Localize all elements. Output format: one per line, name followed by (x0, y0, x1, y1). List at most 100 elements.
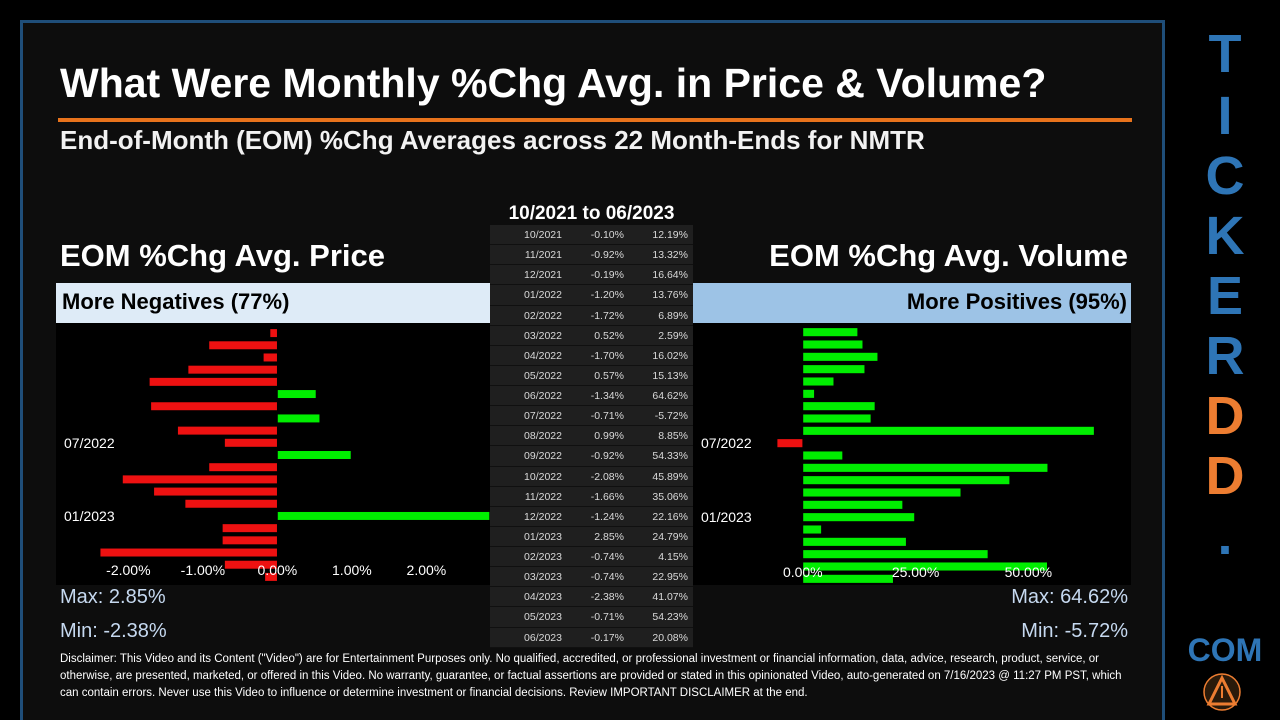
row-volume-chg: 35.06% (652, 490, 688, 503)
row-price-chg: -0.71% (590, 611, 624, 624)
row-volume-chg: 41.07% (652, 591, 688, 604)
bar-01-2023 (276, 511, 490, 521)
brand-logo-icon (1203, 673, 1241, 711)
slide-subtitle: End-of-Month (EOM) %Chg Averages across … (60, 125, 925, 155)
bar-05-2022 (276, 413, 321, 424)
row-price-chg: -0.17% (590, 631, 624, 644)
bar-11-2021 (208, 340, 278, 351)
table-row: 06/2023 -0.17% 20.08% (490, 628, 693, 648)
x-tick-label: -1.00% (181, 562, 225, 578)
table-row: 04/2022 -1.70% 16.02% (490, 346, 693, 366)
row-volume-chg: 16.64% (652, 269, 688, 282)
row-price-chg: -0.71% (590, 410, 624, 423)
bar-06-2022 (177, 425, 278, 436)
bar-10-2021 (802, 327, 859, 338)
bar-02-2023 (802, 524, 822, 535)
table-row: 05/2023 -0.71% 54.23% (490, 607, 693, 628)
table-row: 07/2022 -0.71% -5.72% (490, 406, 693, 427)
row-price-chg: -1.70% (590, 349, 624, 362)
table-row: 12/2022 -1.24% 22.16% (490, 507, 693, 527)
row-date: 02/2022 (524, 309, 562, 322)
row-volume-chg: 2.59% (658, 329, 688, 342)
brand-letter: E (1206, 266, 1244, 326)
bar-07-2022 (224, 438, 278, 448)
table-row: 11/2021 -0.92% 13.32% (490, 245, 693, 266)
monthly-data-table: 10/2021 -0.10% 12.19% 11/2021 -0.92% 13.32% 12… (490, 225, 693, 648)
row-price-chg: -0.74% (590, 551, 624, 563)
table-row: 10/2021 -0.10% 12.19% (490, 225, 693, 246)
x-tick-label: -2.00% (106, 562, 150, 578)
brand-letter: K (1205, 206, 1245, 266)
table-row: 12/2021 -0.19% 16.64% (490, 265, 693, 286)
bar-12-2021 (262, 352, 278, 363)
brand-letter: D (1205, 446, 1245, 506)
bar-05-2023 (224, 559, 278, 570)
row-date: 11/2021 (524, 249, 562, 262)
bar-01-2022 (187, 364, 278, 375)
bar-06-2023 (802, 573, 894, 584)
row-volume-chg: 4.15% (658, 551, 688, 563)
category-label: 01/2023 (64, 508, 115, 524)
price-bar-chart: 07/2022 01/2023 -2.00% -1.00% 0.00% 1.00% 2.00… (56, 323, 490, 585)
row-price-chg: 0.57% (594, 369, 624, 382)
row-date: 01/2022 (524, 289, 562, 302)
x-tick-label: 50.00% (1005, 564, 1052, 580)
row-volume-chg: 24.79% (652, 530, 688, 543)
bar-04-2022 (150, 401, 278, 412)
row-date: 06/2022 (524, 390, 562, 402)
table-row: 01/2023 2.85% 24.79% (490, 527, 693, 547)
row-date: 09/2022 (524, 450, 562, 463)
bar-01-2022 (802, 364, 866, 375)
bar-12-2021 (802, 351, 879, 362)
bar-04-2023 (802, 549, 989, 560)
bar-02-2023 (221, 523, 278, 533)
row-price-chg: -1.66% (590, 490, 624, 503)
row-price-chg: -0.19% (590, 269, 624, 282)
row-volume-chg: 13.32% (652, 249, 688, 262)
brand-letter: R (1205, 326, 1245, 386)
row-date: 03/2023 (524, 571, 562, 584)
bar-10-2021 (269, 328, 278, 338)
row-date: 12/2021 (524, 269, 562, 282)
row-date: 08/2022 (524, 430, 562, 443)
row-price-chg: -2.38% (590, 591, 624, 604)
bar-03-2022 (802, 388, 815, 399)
category-label: 01/2023 (701, 509, 752, 525)
row-price-chg: -1.72% (590, 309, 624, 322)
row-volume-chg: -5.72% (654, 410, 688, 423)
row-date: 06/2023 (524, 631, 562, 644)
table-row: 11/2022 -1.66% 35.06% (490, 487, 693, 507)
table-date-range: 10/2021 to 06/2023 (508, 203, 675, 224)
row-date: 10/2021 (524, 229, 562, 241)
category-label: 07/2022 (701, 435, 752, 451)
volume-bar-chart: 07/2022 01/2023 0.00% 25.00% 50.00% (693, 323, 1131, 585)
table-row: 09/2022 -0.92% 54.33% (490, 446, 693, 467)
table-row: 08/2022 0.99% 8.85% (490, 426, 693, 447)
volume-min-stat: Min: -5.72% (1021, 620, 1128, 642)
row-volume-chg: 12.19% (652, 229, 688, 241)
row-volume-chg: 20.08% (652, 631, 688, 644)
bar-05-2023 (802, 561, 1048, 572)
price-chart-title: EOM %Chg Avg. Price (60, 238, 385, 273)
x-tick-label: 1.00% (332, 562, 372, 578)
row-volume-chg: 22.95% (652, 571, 688, 584)
row-volume-chg: 15.13% (652, 369, 688, 382)
row-price-chg: -1.24% (590, 510, 624, 523)
volume-summary-band: More Positives (95%) (693, 283, 1131, 323)
volume-max-stat: Max: 64.62% (1011, 586, 1128, 608)
row-date: 07/2022 (524, 410, 562, 423)
row-volume-chg: 45.89% (652, 470, 688, 483)
bar-02-2022 (802, 376, 835, 387)
row-date: 03/2022 (524, 329, 562, 342)
row-price-chg: -0.92% (590, 249, 624, 262)
x-tick-label: 0.00% (258, 562, 298, 578)
row-price-chg: -2.08% (590, 470, 624, 483)
row-price-chg: 0.99% (594, 430, 624, 443)
row-volume-chg: 64.62% (652, 390, 688, 402)
row-price-chg: -1.20% (590, 289, 624, 302)
row-price-chg: -0.74% (590, 571, 624, 584)
row-price-chg: 0.52% (594, 329, 624, 342)
row-volume-chg: 13.76% (652, 289, 688, 302)
bar-06-2023 (264, 572, 278, 582)
row-volume-chg: 54.23% (652, 611, 688, 624)
